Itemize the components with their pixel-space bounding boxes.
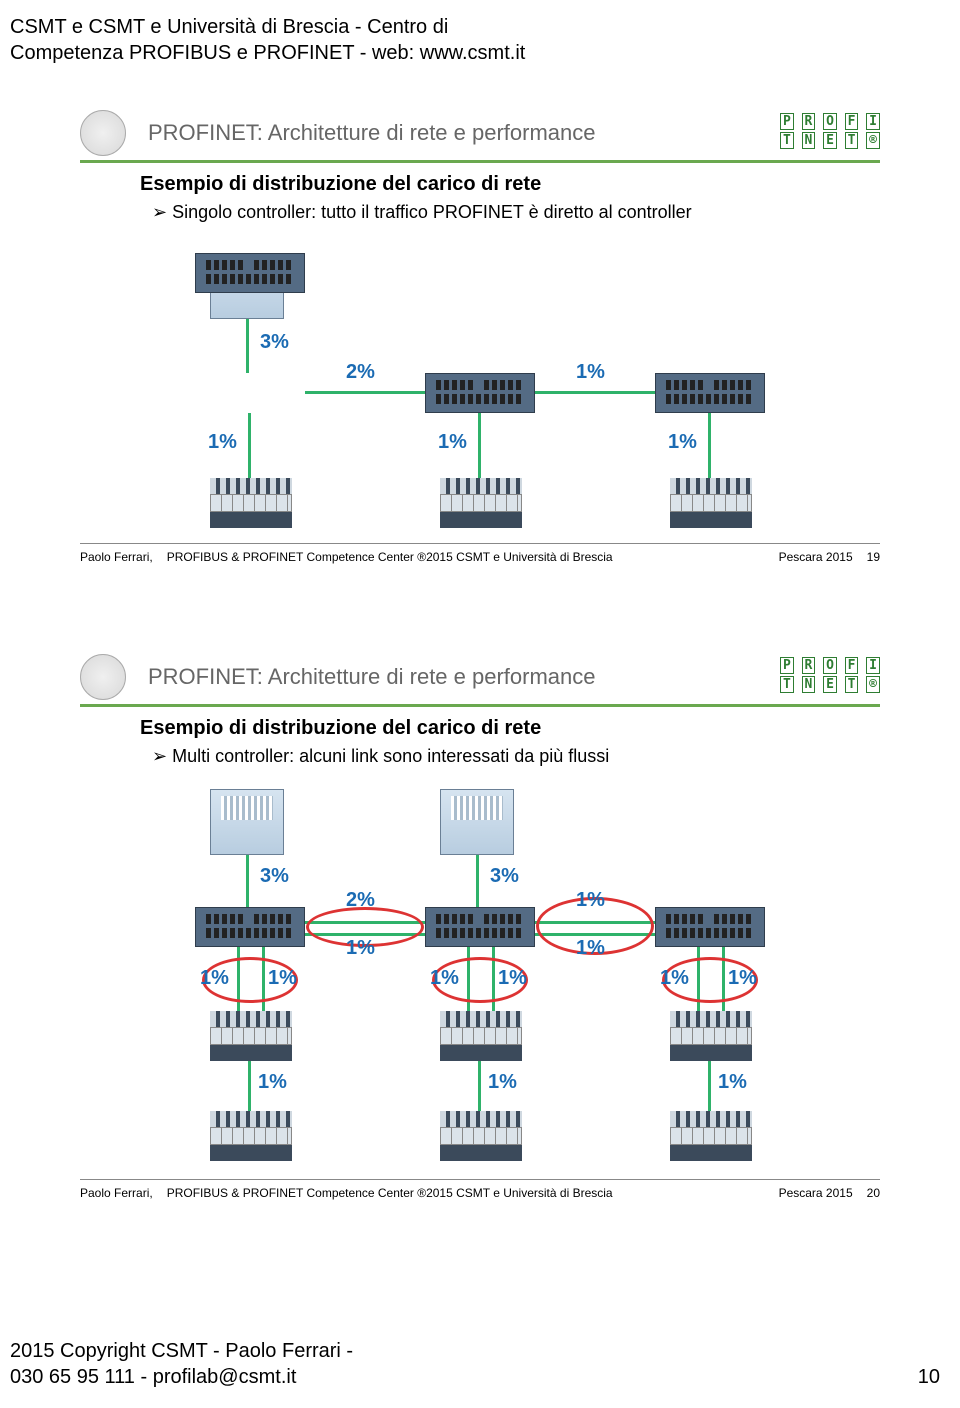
percent-label: 1% (498, 967, 527, 990)
footer-line2: 030 65 95 111 - profilab@csmt.it (10, 1364, 940, 1390)
percent-label: 1% (576, 889, 605, 912)
profinet-logo-icon: PROFI TNET® (780, 657, 880, 697)
switch-1 (195, 253, 305, 293)
percent-label: 1% (208, 431, 237, 454)
footer-line1: 2015 Copyright CSMT - Paolo Ferrari - (10, 1338, 940, 1364)
percent-label: 1% (576, 361, 605, 384)
percent-label: 3% (260, 865, 289, 888)
percent-label: 1% (728, 967, 757, 990)
link (246, 319, 249, 373)
link (478, 1061, 481, 1111)
percent-label: 1% (668, 431, 697, 454)
io-device-b1 (210, 1111, 292, 1161)
percent-label: 1% (576, 937, 605, 960)
percent-label: 1% (200, 967, 229, 990)
link (708, 1061, 711, 1111)
percent-label: 1% (718, 1071, 747, 1094)
io-device-b2 (440, 1111, 522, 1161)
footer-author: Paolo Ferrari, (80, 550, 153, 564)
percent-label: 2% (346, 361, 375, 384)
link (246, 855, 249, 907)
io-device-b3 (670, 1111, 752, 1161)
plc-controller-2 (440, 789, 514, 855)
header-line2: Competenza PROFIBUS e PROFINET - web: ww… (10, 40, 960, 66)
percent-label: 1% (438, 431, 467, 454)
link (476, 855, 479, 907)
percent-label: 1% (258, 1071, 287, 1094)
switch-2 (425, 907, 535, 947)
switch-1 (195, 907, 305, 947)
link (305, 391, 425, 394)
slide-footer: Paolo Ferrari, PROFIBUS & PROFINET Compe… (80, 543, 880, 564)
slide-footer: Paolo Ferrari, PROFIBUS & PROFINET Compe… (80, 1179, 880, 1200)
network-diagram-2: 3% 3% 2% 1% 1% 1% 1% 1% 1% 1% 1% 1% 1% 1… (150, 789, 810, 1169)
link (248, 1061, 251, 1111)
network-diagram-1: 3% 2% 1% 1% 1% 1% (150, 253, 810, 533)
link (248, 413, 251, 478)
switch-3 (655, 907, 765, 947)
page-footer: 2015 Copyright CSMT - Paolo Ferrari - 03… (10, 1338, 940, 1390)
footer-author: Paolo Ferrari, (80, 1186, 153, 1200)
footer-slidenum: 19 (867, 550, 880, 564)
title-bar: PROFINET: Architetture di rete e perform… (80, 110, 880, 163)
university-seal-icon (80, 110, 126, 156)
university-seal-icon (80, 654, 126, 700)
percent-label: 1% (268, 967, 297, 990)
footer-conf: Pescara 2015 (779, 1186, 853, 1200)
io-device-a1 (210, 1011, 292, 1061)
slide-title: PROFINET: Architetture di rete e perform… (138, 664, 768, 690)
slide-19: PROFINET: Architetture di rete e perform… (80, 110, 880, 564)
footer-org: PROFIBUS & PROFINET Competence Center ®2… (167, 1186, 613, 1200)
percent-label: 3% (260, 331, 289, 354)
page-number: 10 (918, 1364, 940, 1390)
slide-bullet: Multi controller: alcuni link sono inter… (152, 746, 850, 767)
io-device-a3 (670, 1011, 752, 1061)
slide-bullet: Singolo controller: tutto il traffico PR… (152, 202, 850, 223)
page-header: CSMT e CSMT e Università di Brescia - Ce… (0, 0, 960, 70)
header-line1: CSMT e CSMT e Università di Brescia - Ce… (10, 14, 960, 40)
io-device-3 (670, 478, 752, 528)
switch-3 (655, 373, 765, 413)
io-device-1 (210, 478, 292, 528)
plc-controller-1 (210, 789, 284, 855)
link (708, 413, 711, 478)
percent-label: 1% (430, 967, 459, 990)
percent-label: 1% (660, 967, 689, 990)
link (478, 413, 481, 478)
io-device-2 (440, 478, 522, 528)
footer-conf: Pescara 2015 (779, 550, 853, 564)
title-bar: PROFINET: Architetture di rete e perform… (80, 654, 880, 707)
slide-body: Esempio di distribuzione del carico di r… (80, 707, 880, 767)
percent-label: 1% (346, 937, 375, 960)
footer-org: PROFIBUS & PROFINET Competence Center ®2… (167, 550, 613, 564)
slide-body: Esempio di distribuzione del carico di r… (80, 163, 880, 223)
slide-20: PROFINET: Architetture di rete e perform… (80, 654, 880, 1200)
switch-2 (425, 373, 535, 413)
percent-label: 2% (346, 889, 375, 912)
percent-label: 1% (488, 1071, 517, 1094)
slide-subtitle: Esempio di distribuzione del carico di r… (140, 173, 850, 196)
slide-title: PROFINET: Architetture di rete e perform… (138, 120, 768, 146)
io-device-a2 (440, 1011, 522, 1061)
profinet-logo-icon: PROFI TNET® (780, 113, 880, 153)
footer-slidenum: 20 (867, 1186, 880, 1200)
percent-label: 3% (490, 865, 519, 888)
slide-subtitle: Esempio di distribuzione del carico di r… (140, 717, 850, 740)
link (535, 391, 655, 394)
